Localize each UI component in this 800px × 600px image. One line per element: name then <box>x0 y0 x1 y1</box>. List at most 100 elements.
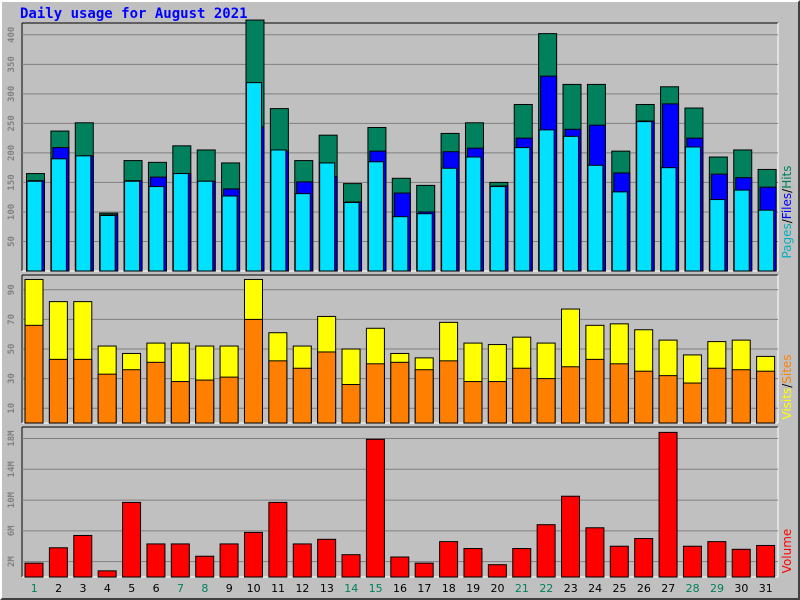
volume-bar <box>707 541 727 578</box>
pages-files-hits-legend-part: Hits <box>780 165 794 188</box>
pages-bar <box>197 180 214 272</box>
x-tick-label: 28 <box>686 582 700 595</box>
pages-bar <box>514 147 531 272</box>
volume-panel-y-tick-label: 2M <box>7 556 17 567</box>
sites-bar <box>146 361 166 424</box>
volume-bar <box>24 562 44 578</box>
volume-bar <box>390 556 410 578</box>
x-tick-label: 1 <box>31 582 38 595</box>
pages-files-hits-legend: Pages/Files/Hits <box>780 165 794 258</box>
pages-bar <box>611 191 628 272</box>
volume-bar <box>48 547 68 578</box>
volume-bar <box>561 495 581 578</box>
sites-bar <box>341 384 361 424</box>
x-tick-label: 13 <box>320 582 334 595</box>
x-tick-label: 9 <box>226 582 233 595</box>
volume-bar <box>122 501 142 578</box>
visits-panel-y-tick-label: 10 <box>7 403 17 414</box>
visits-panel-y-tick-label: 50 <box>7 344 17 355</box>
volume-bar <box>634 538 654 578</box>
sites-bar <box>634 370 654 424</box>
visits-sites-legend: Visits/Sites <box>780 354 794 419</box>
volume-bar <box>292 543 312 578</box>
x-tick-label: 5 <box>128 582 135 595</box>
sites-bar <box>536 378 556 424</box>
sites-bar <box>756 370 776 424</box>
pages-bar <box>733 189 750 272</box>
chart-title: Daily usage for August 2021 <box>20 6 248 22</box>
visits-sites-legend-part: Visits <box>780 388 794 420</box>
sites-bar <box>24 324 44 424</box>
x-tick-label: 15 <box>369 582 383 595</box>
x-tick-label: 12 <box>295 582 309 595</box>
sites-bar <box>292 367 312 424</box>
pages-bar <box>684 146 701 272</box>
pages-bar <box>172 173 189 272</box>
x-tick-label: 19 <box>466 582 480 595</box>
pages-bar <box>50 158 67 272</box>
volume-panel-y-tick-label: 14M <box>7 461 17 478</box>
sites-bar <box>317 351 337 424</box>
volume-bar <box>268 501 288 578</box>
sites-bar <box>195 379 215 424</box>
sites-bar <box>682 382 702 424</box>
sites-bar <box>707 367 727 424</box>
x-tick-label: 16 <box>393 582 407 595</box>
x-tick-label: 3 <box>79 582 86 595</box>
sites-bar <box>512 367 532 424</box>
volume-bar <box>317 538 337 578</box>
pages-bar <box>270 149 287 272</box>
volume-bar <box>73 534 93 578</box>
x-tick-label: 18 <box>442 582 456 595</box>
sites-bar <box>439 360 459 424</box>
visits-sites-legend-part: / <box>780 383 794 388</box>
sites-bar <box>243 318 263 424</box>
pages-files-hits-legend-part: Files <box>780 193 794 219</box>
x-tick-label: 23 <box>564 582 578 595</box>
volume-bar <box>512 548 532 578</box>
volume-bar <box>439 541 459 578</box>
x-tick-label: 2 <box>55 582 62 595</box>
pages-bar <box>758 209 775 272</box>
volume-bar <box>731 548 751 578</box>
visits-panel-y-tick-label: 90 <box>7 284 17 295</box>
x-tick-label: 30 <box>734 582 748 595</box>
volume-bar <box>756 544 776 578</box>
x-tick-label: 26 <box>637 582 651 595</box>
pages-files-hits-legend-part: / <box>780 218 794 223</box>
x-tick-label: 17 <box>417 582 431 595</box>
volume-bar <box>658 431 678 578</box>
sites-bar <box>561 366 581 424</box>
hits-panel-y-tick-label: 400 <box>7 27 17 43</box>
volume-legend: Volume <box>780 529 794 574</box>
volume-bar <box>487 564 507 578</box>
sites-bar <box>97 373 117 424</box>
sites-bar <box>122 369 142 424</box>
sites-bar <box>585 358 605 424</box>
x-tick-label: 25 <box>612 582 626 595</box>
volume-bar <box>609 545 629 578</box>
x-tick-label: 4 <box>104 582 111 595</box>
x-tick-label: 8 <box>201 582 208 595</box>
sites-bar <box>463 381 483 424</box>
volume-panel-y-tick-label: 10M <box>7 491 17 508</box>
x-tick-label: 27 <box>661 582 675 595</box>
volume-legend-part: Volume <box>780 529 794 574</box>
pages-bar <box>563 135 580 272</box>
volume-bar <box>195 555 215 578</box>
pages-bar <box>148 186 165 272</box>
pages-bar <box>636 121 653 272</box>
x-tick-label: 31 <box>759 582 773 595</box>
pages-bar <box>124 180 141 272</box>
sites-bar <box>219 376 239 424</box>
pages-bar <box>392 216 409 272</box>
volume-bar <box>243 531 263 578</box>
pages-bar <box>416 213 433 272</box>
pages-files-hits-legend-part: Pages <box>780 223 794 258</box>
hits-panel-y-tick-label: 350 <box>7 56 17 72</box>
volume-bar <box>463 548 483 578</box>
visits-sites-legend-part: Sites <box>780 354 794 383</box>
volume-bar <box>170 543 190 578</box>
hits-panel-y-tick-label: 200 <box>7 145 17 161</box>
